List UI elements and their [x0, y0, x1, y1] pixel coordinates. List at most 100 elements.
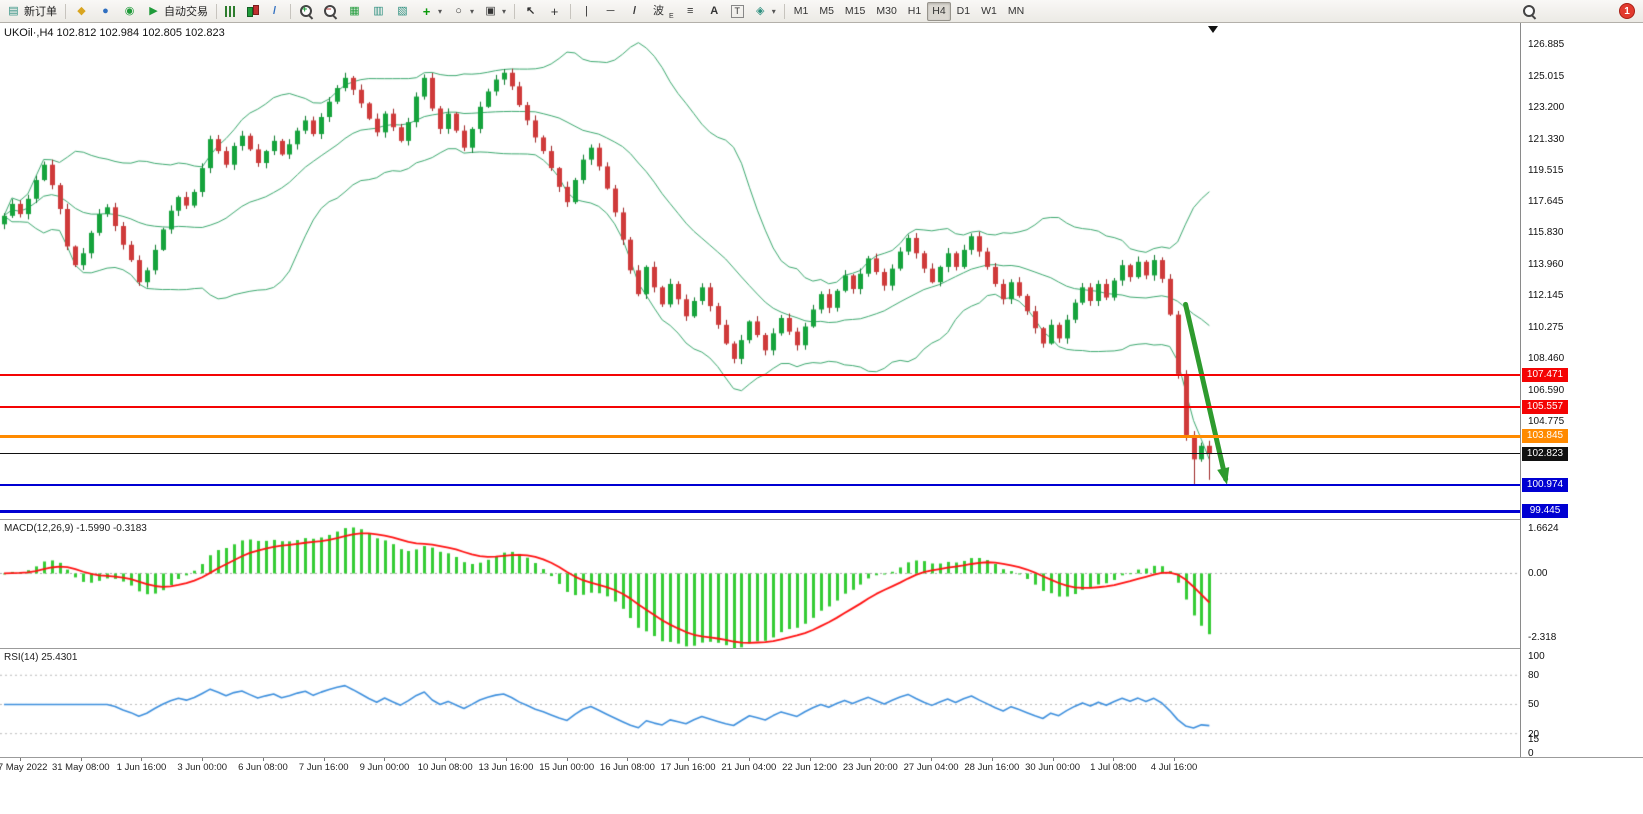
candlestick-chart-icon	[246, 5, 259, 17]
zoom-out-icon: −	[323, 4, 338, 19]
chart-bars-button[interactable]	[221, 2, 241, 21]
fibonacci-icon-sub: E	[669, 12, 674, 20]
rsi-panel[interactable]: RSI(14) 25.4301	[0, 649, 1520, 757]
timeframe-w1-button[interactable]: W1	[976, 2, 1002, 21]
macd-axis-label: 0.00	[1528, 568, 1548, 580]
trendline-icon: /	[633, 4, 637, 17]
price-axis-label: 115.830	[1528, 227, 1564, 239]
time-axis-label: 4 Jul 16:00	[1150, 762, 1198, 773]
text-tool-button[interactable]: A	[703, 2, 726, 21]
rsi-axis-label: 15	[1528, 733, 1540, 745]
zoom-in-button[interactable]: +	[295, 2, 318, 21]
crosshair-tool-button[interactable]: +	[543, 2, 566, 21]
label-icon: T	[730, 4, 744, 18]
time-axis-label: 17 Jun 16:00	[660, 762, 716, 773]
price-tag: 100.974	[1522, 478, 1568, 493]
rsi-axis-label: 100	[1528, 650, 1545, 662]
community-button[interactable]: ◉	[118, 2, 141, 21]
line-chart-icon: /	[272, 4, 277, 17]
toolbar-separator	[290, 3, 291, 19]
toolbar-separator	[514, 3, 516, 19]
rsi-label: RSI(14) 25.4301	[4, 652, 78, 663]
vertical-line-tool-button[interactable]: |	[575, 2, 598, 21]
templates-button[interactable]: ▣ ▾	[479, 2, 510, 21]
timeframe-m1-button[interactable]: M1	[789, 2, 814, 21]
channels-tool-button[interactable]: ≡	[679, 2, 702, 21]
timeframe-m15-button[interactable]: M15	[840, 2, 870, 21]
chart-shift-marker[interactable]	[1208, 26, 1218, 33]
main-chart-panel[interactable]: UKOil·,H4 102.812 102.984 102.805 102.82…	[0, 23, 1520, 519]
toolbar-separator	[65, 3, 66, 19]
time-axis-tick	[809, 758, 811, 761]
time-axis-label: 23 Jun 20:00	[842, 762, 898, 773]
symbols-button[interactable]: ◆	[70, 2, 93, 21]
autotrading-label: 自动交易	[164, 6, 208, 18]
price-axis-label: 125.015	[1528, 70, 1565, 82]
time-axis-label: 31 May 08:00	[51, 762, 110, 773]
chart-candles-button[interactable]	[242, 2, 262, 21]
trendline-tool-button[interactable]: /	[623, 2, 646, 21]
autotrading-button[interactable]: ▶ 自动交易	[142, 2, 212, 21]
timeframe-m5-button[interactable]: M5	[814, 2, 839, 21]
time-axis-tick	[262, 758, 264, 761]
arrows-icon: ◈	[755, 4, 765, 17]
autotrading-play-icon: ▶	[149, 4, 158, 17]
search-button[interactable]	[1518, 2, 1541, 21]
price-axis-label: 106.590	[1528, 384, 1565, 396]
toolbar-separator	[570, 3, 572, 19]
time-axis-tick	[202, 758, 204, 761]
macd-panel[interactable]: MACD(12,26,9) -1.5990 -0.3183	[0, 520, 1520, 648]
timeframe-mn-button[interactable]: MN	[1003, 2, 1029, 21]
horizontal-line-tool-button[interactable]: ─	[599, 2, 622, 21]
profile-button[interactable]: ●	[94, 2, 117, 21]
timeframe-m30-button[interactable]: M30	[871, 2, 901, 21]
add-indicator-button[interactable]: + ▾	[415, 2, 446, 21]
price-scale[interactable]: 107.471 105.557 103.845 102.823 100.974 99.44…	[1520, 23, 1643, 759]
notification-badge[interactable]: 1	[1619, 3, 1635, 19]
rsi-canvas[interactable]	[0, 649, 1520, 757]
price-axis-label: 121.330	[1528, 133, 1565, 145]
chart-line-button[interactable]: /	[263, 2, 286, 21]
crosshair-icon: +	[550, 3, 559, 19]
price-axis-label: 113.960	[1528, 259, 1564, 271]
time-axis-tick	[323, 758, 325, 761]
trend-arrow[interactable]	[0, 23, 1520, 519]
time-axis-tick	[748, 758, 750, 761]
time-axis-tick	[627, 758, 629, 761]
auto-scroll-button[interactable]: ▧	[391, 2, 414, 21]
search-icon	[1522, 4, 1537, 19]
zoom-out-button[interactable]: −	[319, 2, 342, 21]
chart-shift-button[interactable]: ▥	[367, 2, 390, 21]
symbols-icon: ◆	[77, 4, 86, 17]
fibonacci-tool-button[interactable]: 波 E	[647, 2, 678, 21]
chart-shift-icon: ▥	[373, 4, 384, 17]
tile-windows-icon: ▦	[349, 4, 360, 17]
price-tag: 103.845	[1522, 429, 1568, 444]
time-axis-label: 30 Jun 00:00	[1025, 762, 1081, 773]
periods-icon: ○	[455, 4, 462, 17]
auto-scroll-icon: ▧	[397, 4, 408, 17]
new-order-label: 新订单	[24, 6, 57, 18]
macd-canvas[interactable]	[0, 520, 1520, 648]
time-axis-tick	[931, 758, 933, 761]
timeframe-h4-button[interactable]: H4	[927, 1, 951, 21]
timeframe-d1-button[interactable]: D1	[952, 2, 975, 21]
new-order-button[interactable]: ▤ 新订单	[2, 2, 61, 21]
time-axis-tick	[688, 758, 690, 761]
timeframe-h1-button[interactable]: H1	[903, 2, 926, 21]
macd-label: MACD(12,26,9) -1.5990 -0.3183	[4, 523, 147, 534]
label-tool-button[interactable]: T	[727, 2, 748, 21]
time-axis-label: 1 Jun 16:00	[116, 762, 167, 773]
panel-separator[interactable]	[0, 519, 1643, 520]
panel-separator[interactable]	[0, 648, 1643, 649]
periods-button[interactable]: ○ ▾	[447, 2, 478, 21]
cursor-tool-button[interactable]: ↖	[519, 2, 542, 21]
arrows-tool-button[interactable]: ◈ ▾	[749, 2, 780, 21]
rsi-axis-label: 50	[1528, 699, 1540, 711]
chevron-down-icon: ▾	[771, 6, 776, 16]
tile-windows-button[interactable]: ▦	[343, 2, 366, 21]
rsi-axis-label: 80	[1528, 670, 1540, 682]
price-axis-label: 104.775	[1528, 415, 1565, 427]
